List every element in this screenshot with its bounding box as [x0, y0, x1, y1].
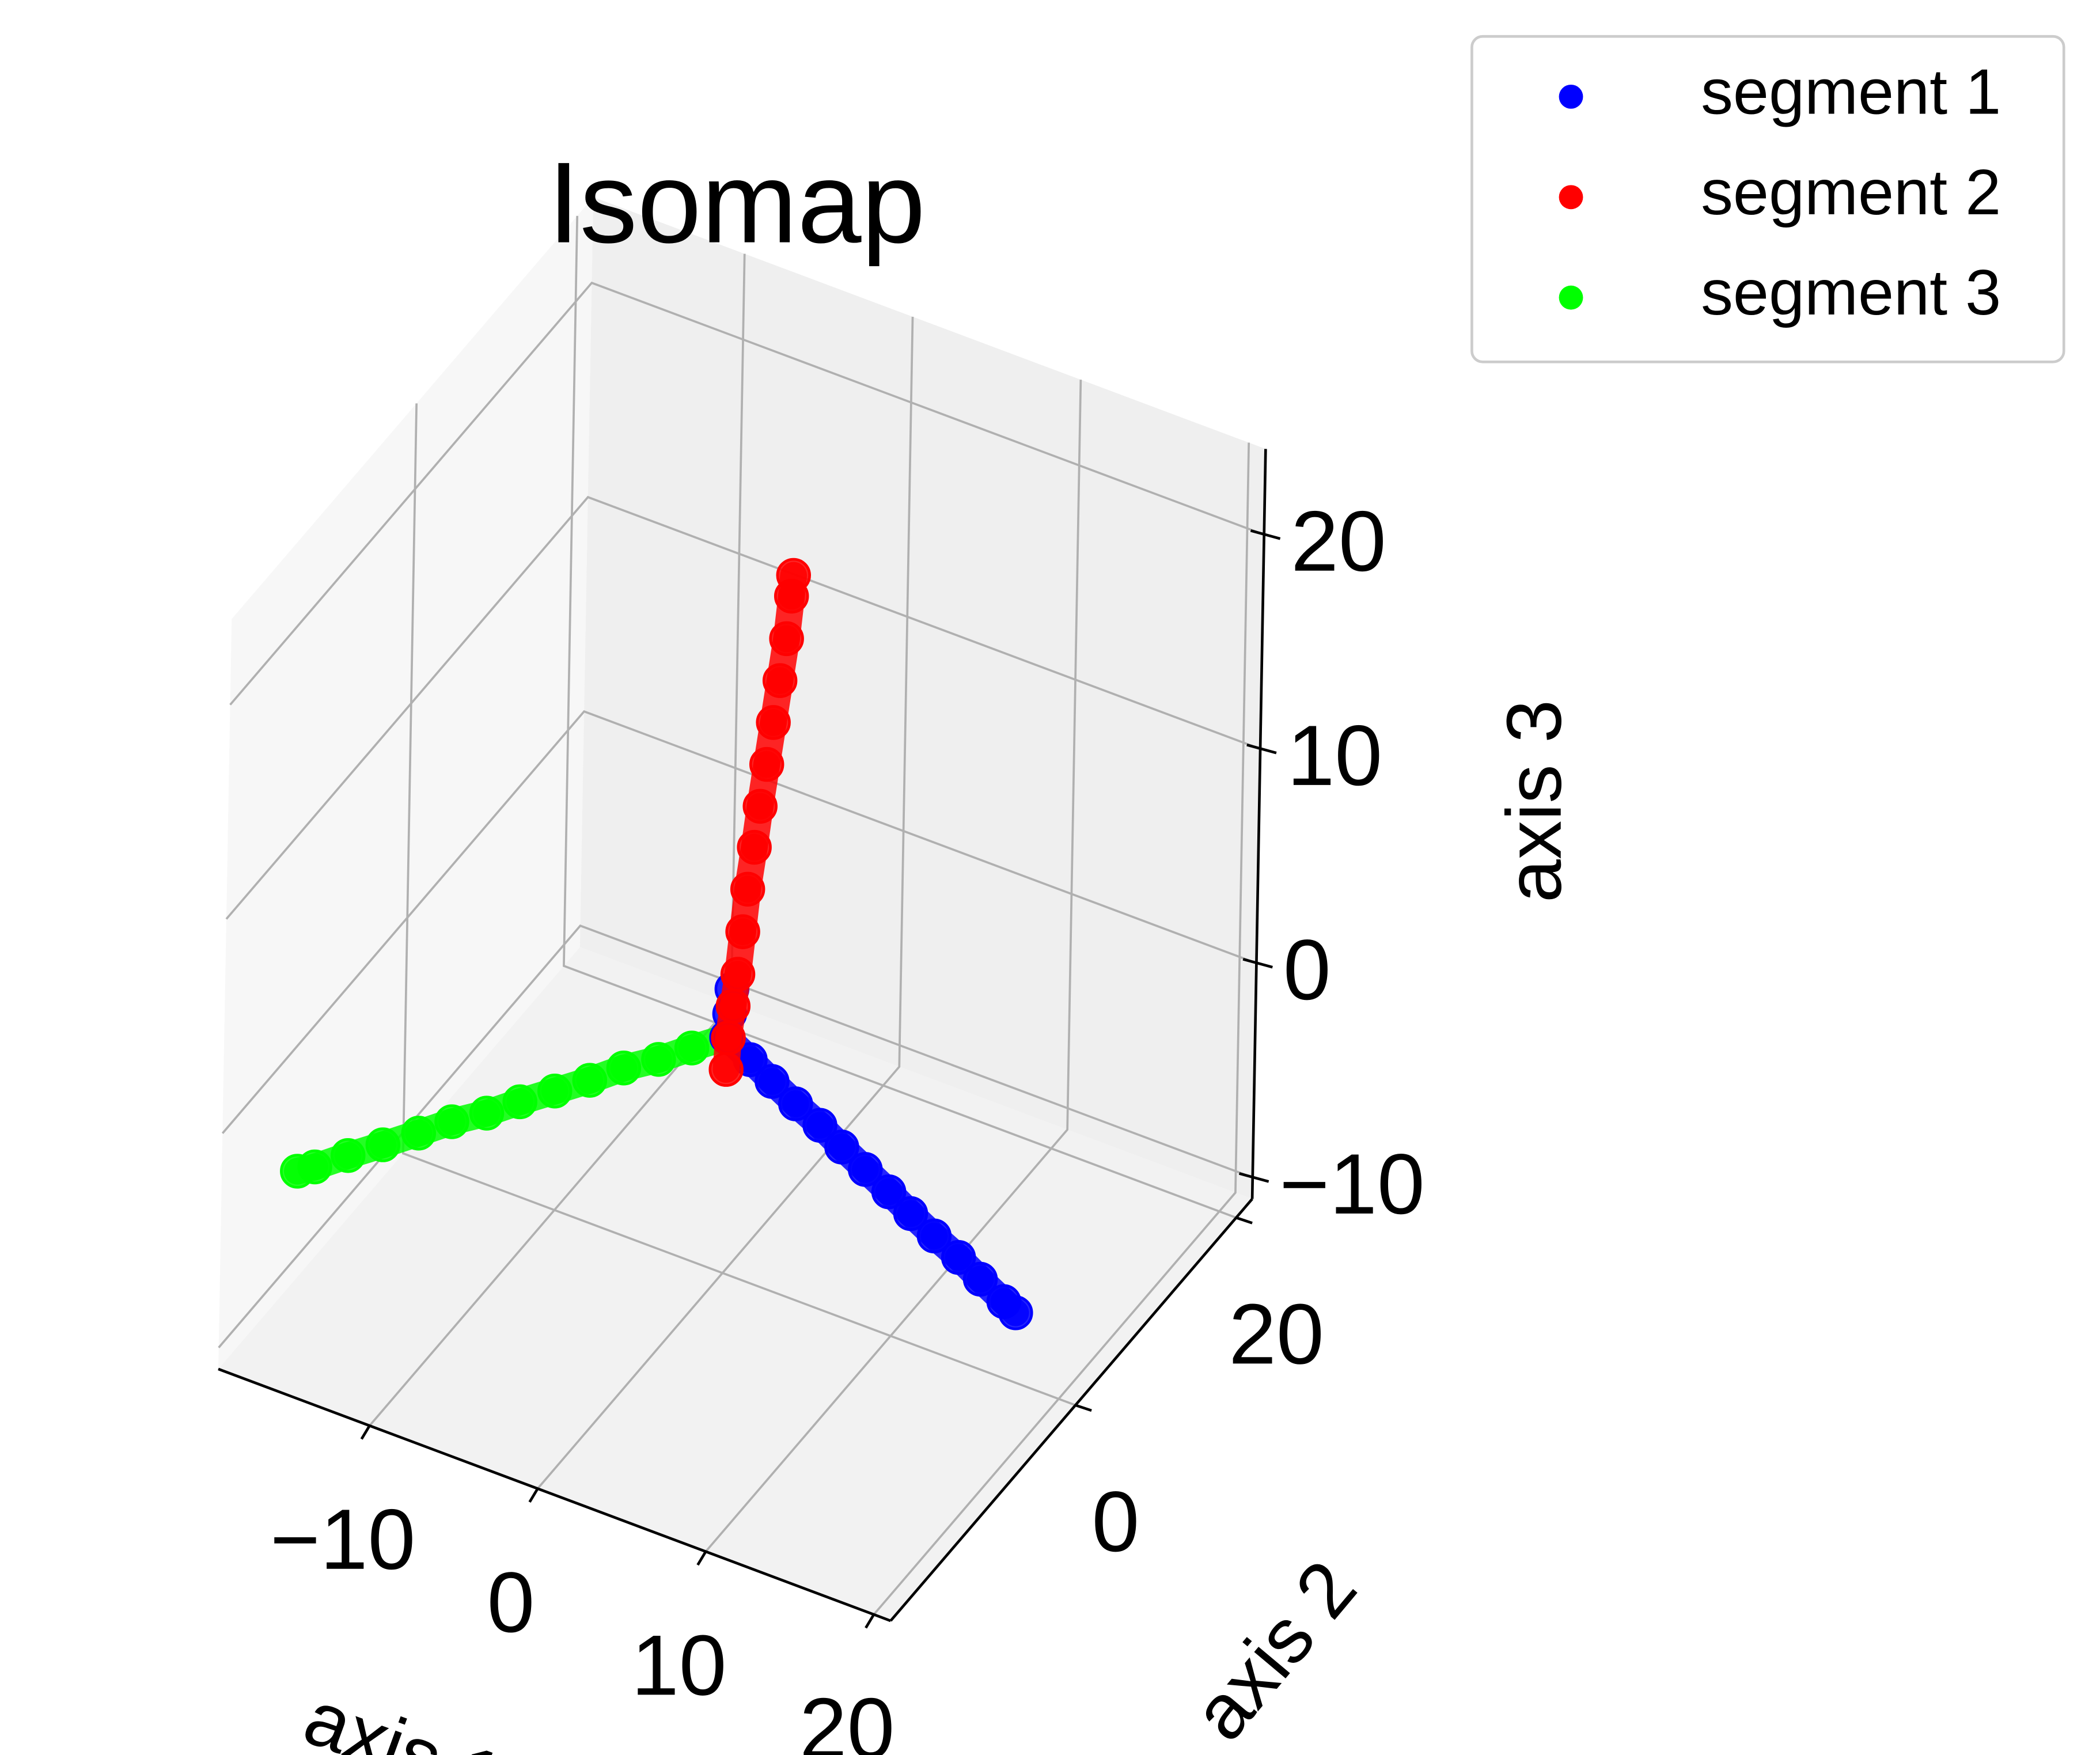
z-tick — [1246, 744, 1277, 755]
z-tick — [1242, 958, 1273, 969]
legend-label: segment 3 — [1701, 256, 2001, 328]
pane-left — [218, 197, 594, 1369]
x-tick — [696, 1551, 707, 1566]
x-tick-label: 10 — [631, 1617, 727, 1713]
legend: segment 1 segment 2 segment 3 — [1470, 35, 2065, 363]
points — [280, 558, 1033, 1331]
y-tick-label: 0 — [1092, 1473, 1140, 1570]
legend-marker — [1559, 84, 1583, 109]
grid-line — [704, 380, 1082, 1553]
grid-line — [221, 710, 1257, 1134]
legend-label: segment 1 — [1701, 55, 2001, 127]
grid-line — [563, 215, 1237, 1219]
legend-label: segment 2 — [1701, 156, 2001, 228]
x-tick-label: −10 — [270, 1491, 415, 1587]
y-tick — [1235, 1216, 1253, 1225]
point — [998, 1295, 1033, 1331]
x-tick — [865, 1613, 875, 1629]
grid-line — [218, 924, 1253, 1348]
y-axis-label: axis 2 — [1176, 1545, 1373, 1755]
grid-line — [229, 281, 1265, 706]
x-tick-label: 20 — [799, 1680, 895, 1755]
y-tick — [1075, 1404, 1092, 1412]
legend-box — [1470, 35, 2065, 363]
y-tick-label: 20 — [1229, 1286, 1324, 1382]
point — [280, 1154, 315, 1189]
y-axis-line — [889, 1198, 1253, 1622]
chart-title: Isomap — [548, 139, 926, 267]
axes: −10 0 10 20 0 20 −10 0 10 20 — [218, 449, 1425, 1755]
z-tick-label: 0 — [1283, 922, 1331, 1018]
z-tick — [1238, 1172, 1269, 1183]
z-tick-label: −10 — [1279, 1136, 1424, 1232]
z-tick-label: 20 — [1291, 493, 1386, 589]
x-tick — [528, 1488, 539, 1503]
x-axis-line — [218, 1367, 892, 1623]
grid-line — [537, 316, 914, 1489]
x-axis-label: axis 1 — [294, 1673, 514, 1755]
z-axis-line — [1250, 449, 1267, 1199]
z-tick-label: 10 — [1287, 707, 1383, 803]
z-axis-label: axis 3 — [1491, 700, 1578, 903]
point — [776, 558, 812, 593]
x-tick — [360, 1425, 371, 1440]
grid — [218, 215, 1265, 1616]
z-tick — [1250, 529, 1281, 540]
grid-line — [873, 442, 1250, 1616]
legend-marker — [1559, 185, 1583, 210]
legend-marker — [1559, 285, 1583, 310]
x-tick-label: 0 — [487, 1554, 535, 1650]
grid-line — [402, 403, 1076, 1407]
grid-line — [225, 495, 1261, 920]
